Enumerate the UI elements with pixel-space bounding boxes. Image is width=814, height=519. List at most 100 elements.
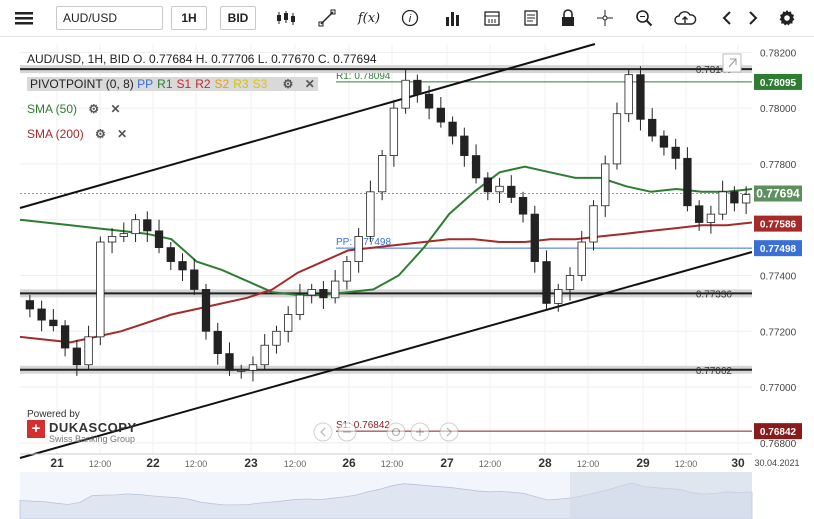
pivot-remove-icon[interactable]: ✕ — [304, 77, 315, 91]
x-tick-label: 12:00 — [381, 459, 404, 469]
x-tick-label: 29 — [636, 456, 650, 470]
candle-body — [601, 163, 610, 207]
candle-body — [683, 157, 692, 207]
candle-body — [354, 236, 363, 262]
toolbar: AUD/USD 1H BID f(x) i — [0, 0, 814, 37]
x-tick-label: 22 — [146, 456, 160, 470]
candle-body — [424, 93, 434, 109]
y-tick-label: 0.77800 — [760, 160, 797, 171]
calendar-icon[interactable] — [480, 6, 504, 30]
candle-body — [377, 155, 387, 193]
pivot-settings-icon[interactable]: ⚙ — [282, 77, 294, 91]
sma50-remove-icon[interactable]: ✕ — [110, 102, 121, 116]
level-label-R1: R1: 0.78094 — [336, 71, 391, 82]
candle-body — [648, 118, 657, 137]
powered-by-text: Powered by — [27, 409, 80, 420]
x-tick-label: 27 — [440, 456, 454, 470]
document-icon[interactable] — [519, 6, 543, 30]
candle-body — [60, 325, 70, 349]
candle-body — [612, 113, 622, 165]
symbol-select[interactable]: AUD/USD — [56, 6, 163, 30]
candle-body — [706, 213, 716, 223]
candle-body — [295, 294, 305, 315]
candle-body — [495, 185, 504, 193]
pivot-title: PIVOTPOINT (0, 8) — [30, 77, 134, 91]
pivot-item-r1: R1 — [157, 77, 173, 91]
candle-type-icon[interactable] — [268, 6, 304, 30]
x-tick-label: 21 — [50, 456, 64, 470]
price-box-r1: 0.78095 — [760, 78, 797, 89]
sma50-legend[interactable]: SMA (50) ⚙ ✕ — [27, 102, 121, 116]
sma200-label: SMA (200) — [27, 127, 84, 141]
level-label-PP: PP: 0.77498 — [336, 237, 391, 248]
price-box-pp: 0.77498 — [760, 244, 797, 255]
function-icon[interactable]: f(x) — [355, 6, 383, 30]
brand-name: DUKASCOPY — [49, 420, 137, 435]
menu-icon[interactable] — [12, 8, 36, 28]
swiss-cross-icon: + — [27, 420, 45, 439]
candle-body — [84, 336, 93, 366]
scroll-right-button[interactable] — [439, 422, 459, 442]
x-tick-label: 26 — [342, 456, 356, 470]
price-box-last: 0.77694 — [756, 186, 800, 200]
candle-body — [307, 289, 316, 296]
y-tick-label: 0.78000 — [760, 104, 797, 115]
crosshair-icon[interactable] — [593, 6, 617, 30]
y-tick-label: 0.77000 — [760, 383, 797, 394]
candle-body — [718, 191, 727, 215]
candle-body — [577, 241, 586, 276]
candle-body — [72, 347, 81, 366]
candle-body — [284, 314, 293, 332]
sma-line-0 — [19, 165, 753, 296]
price-box-pp-bg — [754, 240, 802, 257]
sma50-settings-icon[interactable]: ⚙ — [88, 102, 100, 116]
candle-body — [248, 364, 258, 371]
sma200-settings-icon[interactable]: ⚙ — [95, 127, 106, 141]
candle-body — [201, 289, 211, 332]
info-icon[interactable]: i — [398, 6, 422, 30]
price-side-button[interactable]: BID — [220, 6, 256, 30]
y-tick-label: 0.77200 — [760, 327, 797, 338]
candle-body — [460, 135, 469, 156]
price-chart[interactable]: R1: 0.78094 0.78140 PP: 0.77498 0.77336 0.77… — [0, 40, 814, 519]
date-label: 30.04.2021 — [754, 458, 799, 468]
cloud-upload-icon[interactable] — [670, 6, 702, 30]
arrow-right-icon[interactable] — [743, 6, 763, 30]
timeframe-button[interactable]: 1H — [171, 6, 207, 30]
scroll-left-button[interactable] — [313, 422, 333, 442]
pivot-item-r3: R3 — [233, 77, 249, 91]
candle-body — [436, 107, 445, 123]
pivot-item-s3: S3 — [252, 77, 268, 91]
candle-body — [178, 261, 187, 271]
channel-upper-line — [19, 43, 596, 209]
candle-body — [471, 155, 481, 179]
pivot-item-s2: S2 — [214, 77, 230, 91]
candle-body — [389, 107, 399, 156]
gear-icon[interactable] — [776, 6, 798, 30]
lock-icon[interactable] — [556, 6, 580, 30]
drawing-icon[interactable] — [315, 6, 339, 30]
expand-icon[interactable] — [722, 53, 742, 73]
pivot-legend[interactable]: PIVOTPOINT (0, 8) PP R1 S1 R2 S2 R3 S3 ⚙ ✕ — [27, 77, 318, 91]
pivot-items: PP R1 S1 R2 S2 R3 S3 — [137, 77, 271, 91]
level-label-S1: S1: 0.76842 — [336, 420, 390, 431]
candle-body — [565, 275, 575, 290]
sma200-remove-icon[interactable]: ✕ — [117, 127, 128, 141]
zoom-icon[interactable] — [632, 6, 656, 30]
bar-chart-icon[interactable] — [441, 6, 465, 30]
navigator-window[interactable] — [570, 472, 752, 519]
level-label-upper-gray: 0.78140 — [696, 65, 733, 76]
candle-body — [659, 135, 669, 148]
y-tick-label: 0.76800 — [760, 439, 797, 450]
candle-body — [483, 177, 492, 193]
level-label-mid-gray: 0.77336 — [696, 289, 733, 300]
x-tick-label: 12:00 — [577, 459, 600, 469]
candle-body — [213, 330, 222, 354]
candle-body — [272, 330, 281, 346]
channel-lower-line — [19, 251, 753, 459]
ohlc-readout: AUD/USD, 1H, BID O. 0.77684 H. 0.77706 L… — [27, 52, 377, 66]
arrow-left-icon[interactable] — [717, 6, 737, 30]
reset-button[interactable] — [386, 422, 406, 442]
candle-body — [730, 191, 739, 204]
sma200-legend[interactable]: SMA (200) ⚙ ✕ — [27, 127, 127, 141]
